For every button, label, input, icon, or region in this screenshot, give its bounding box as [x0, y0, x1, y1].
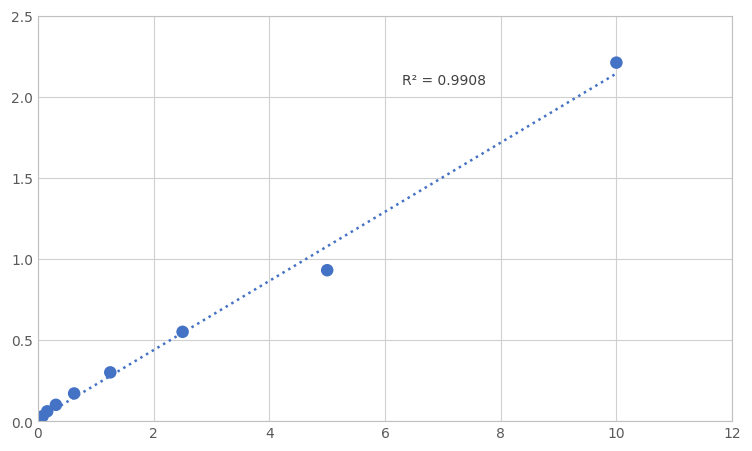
Point	[105, 369, 117, 376]
Point	[41, 408, 53, 415]
Point	[68, 390, 80, 397]
Point	[177, 328, 189, 336]
Point	[611, 60, 623, 67]
Point	[37, 413, 49, 420]
Point	[321, 267, 333, 274]
Point	[32, 418, 44, 425]
Point	[50, 401, 62, 409]
Text: R² = 0.9908: R² = 0.9908	[402, 74, 487, 88]
